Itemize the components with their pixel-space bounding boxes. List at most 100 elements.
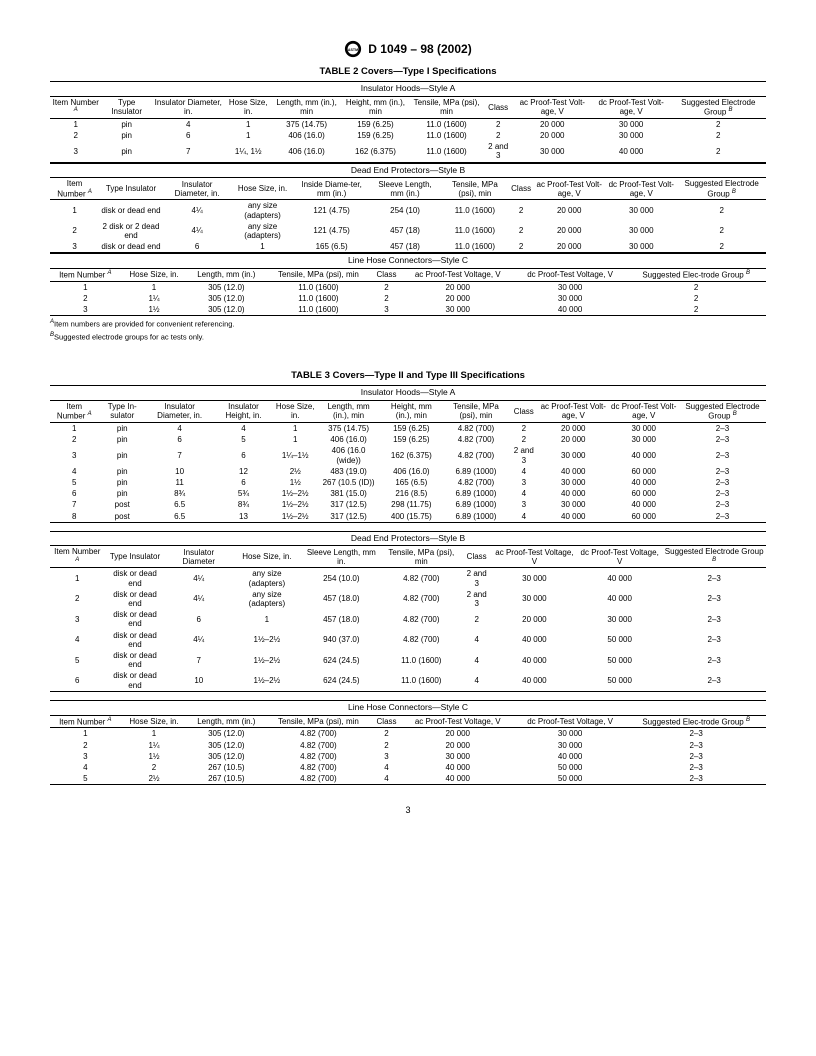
cell: 457 (18.0) <box>302 609 381 629</box>
cell: 40 000 <box>514 751 626 762</box>
cell: 20 000 <box>513 118 592 130</box>
col-header: Item Number A <box>50 715 121 728</box>
cell: 11 <box>146 477 213 488</box>
col-header: ac Proof-Test Volt-age, V <box>538 400 608 422</box>
col-header: Type Insulator <box>102 96 152 118</box>
cell: pin <box>99 445 146 465</box>
cell: 2 <box>50 589 105 609</box>
cell: 13 <box>213 511 273 523</box>
cell: 6.89 (1000) <box>442 466 509 477</box>
cell: 254 (10) <box>370 200 441 221</box>
cell: 2 <box>372 293 402 304</box>
col-header: Tensile, MPa (psi), min <box>442 400 509 422</box>
t3c-title: Line Hose Connectors—Style C <box>50 700 766 715</box>
table3-section-a: Insulator Hoods—Style A Item Number ATyp… <box>50 385 766 522</box>
cell: 305 (12.0) <box>187 728 265 740</box>
col-header: Height, mm (in.), min <box>380 400 442 422</box>
cell: pin <box>99 423 146 435</box>
col-header: dc Proof-Test Voltage, V <box>577 546 662 568</box>
cell: 30 000 <box>609 423 679 435</box>
cell: 1 <box>274 423 317 435</box>
col-header: dc Proof-Test Voltage, V <box>514 715 626 728</box>
col-header: Length, mm (in.) <box>187 715 265 728</box>
table-row: 31½305 (12.0)11.0 (1600)330 00040 0002 <box>50 304 766 316</box>
cell: 2 <box>372 740 402 751</box>
col-header: Length, mm (in.) <box>187 269 265 282</box>
cell: 20 000 <box>538 434 608 445</box>
cell: 1 <box>121 728 188 740</box>
cell: 4.82 (700) <box>265 751 371 762</box>
col-header: Class <box>510 400 538 422</box>
cell: 6 <box>163 241 231 253</box>
col-header: ac Proof-Test Voltage, V <box>492 546 577 568</box>
cell: 1½–2½ <box>232 630 302 650</box>
col-header: Insulator Height, in. <box>213 400 273 422</box>
cell: 8 <box>50 511 99 523</box>
cell: 30 000 <box>605 221 677 241</box>
col-header: dc Proof-Test Volt-age, V <box>609 400 679 422</box>
table3-section-b: Dead End Protectors—Style B Item Number … <box>50 531 766 692</box>
cell: 165 (6.5) <box>294 241 370 253</box>
cell: 20 000 <box>533 241 605 253</box>
cell: 4.82 (700) <box>442 423 509 435</box>
cell: 1 <box>50 200 99 221</box>
cell: 2 <box>484 130 513 141</box>
cell: 2–3 <box>679 434 766 445</box>
cell: 2–3 <box>679 511 766 523</box>
cell: 2–3 <box>662 670 766 691</box>
cell: 457 (18) <box>370 241 441 253</box>
col-header: Inside Diame-ter, mm (in.) <box>294 178 370 200</box>
cell: 4.82 (700) <box>265 762 371 773</box>
cell: 30 000 <box>492 568 577 589</box>
cell: 1 <box>231 241 293 253</box>
col-header: Class <box>509 178 533 200</box>
col-header: dc Proof-Test Volt-age, V <box>605 178 677 200</box>
doc-number: D 1049 – 98 (2002) <box>368 42 471 56</box>
cell: 30 000 <box>514 293 626 304</box>
col-header: Tensile, MPa (psi), min <box>410 96 484 118</box>
cell: pin <box>99 434 146 445</box>
table-row: 8post6.5131½–2½317 (12.5)400 (15.75)6.89… <box>50 511 766 523</box>
cell: 1 <box>50 118 102 130</box>
cell: 20 000 <box>402 281 514 293</box>
cell: 2 <box>121 762 188 773</box>
col-header: Tensile, MPa (psi), min <box>381 546 462 568</box>
t2a-title: Insulator Hoods—Style A <box>50 82 766 97</box>
cell: 305 (12.0) <box>187 751 265 762</box>
cell: 2 <box>50 293 121 304</box>
col-header: ac Proof-Test Voltage, V <box>402 269 514 282</box>
svg-text:ASTM: ASTM <box>348 48 358 52</box>
cell: 159 (6.25) <box>341 118 409 130</box>
table-row: 7post6.58¾1½–2½317 (12.5)298 (11.75)6.89… <box>50 499 766 510</box>
cell: 1¼, 1½ <box>225 141 272 162</box>
cell: 4.82 (700) <box>442 434 509 445</box>
col-header: Tensile, MPa (psi), min <box>265 269 371 282</box>
cell: 2 <box>677 200 766 221</box>
cell: 10 <box>165 670 232 691</box>
cell: 40 000 <box>538 466 608 477</box>
cell: 3 <box>372 304 402 316</box>
cell: 6 <box>152 130 225 141</box>
t3b-title: Dead End Protectors—Style B <box>50 531 766 546</box>
cell: 406 (16.0) <box>272 141 342 162</box>
col-header: ac Proof-Test Volt-age, V <box>533 178 605 200</box>
col-header: ac Proof-Test Voltage, V <box>402 715 514 728</box>
cell: 2–3 <box>626 751 766 762</box>
table-row: 4pin10122½483 (19.0)406 (16.0)6.89 (1000… <box>50 466 766 477</box>
cell: 4 <box>462 630 492 650</box>
cell: 2 and 3 <box>462 589 492 609</box>
cell: 305 (12.0) <box>187 281 265 293</box>
cell: 7 <box>152 141 225 162</box>
cell: 20 000 <box>402 728 514 740</box>
cell: 30 000 <box>592 118 671 130</box>
table-row: 31½305 (12.0)4.82 (700)330 00040 0002–3 <box>50 751 766 762</box>
cell: 6.89 (1000) <box>442 499 509 510</box>
cell: 30 000 <box>538 499 608 510</box>
col-header: Hose Size, in. <box>232 546 302 568</box>
cell: 2–3 <box>662 568 766 589</box>
cell: 4.82 (700) <box>381 609 462 629</box>
t2c-title: Line Hose Connectors—Style C <box>50 254 766 269</box>
col-header: Hose Size, in. <box>231 178 293 200</box>
cell: 1 <box>50 728 121 740</box>
t2b-title: Dead End Protectors—Style B <box>50 163 766 178</box>
